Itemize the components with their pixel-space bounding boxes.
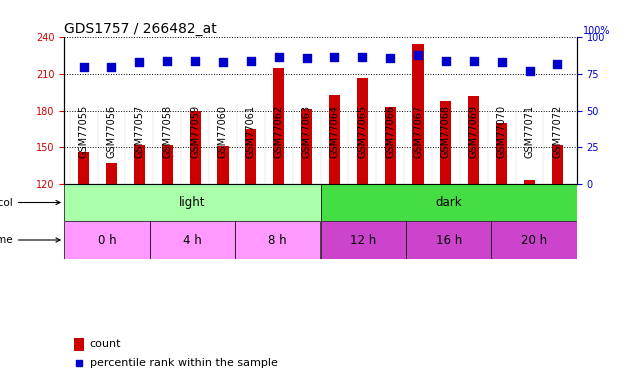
Bar — [162, 145, 173, 184]
Bar — [301, 110, 312, 184]
Point — [469, 58, 479, 64]
Bar — [385, 107, 395, 184]
Point — [78, 64, 88, 70]
Text: 0 h: 0 h — [97, 234, 116, 246]
Bar — [64, 184, 321, 221]
Bar — [357, 78, 368, 184]
Text: GSM77067: GSM77067 — [413, 105, 423, 158]
Text: 4 h: 4 h — [183, 234, 202, 246]
Point — [274, 54, 284, 60]
Point — [413, 52, 423, 58]
Bar — [524, 180, 535, 184]
Text: protocol: protocol — [0, 198, 60, 207]
Text: GSM77059: GSM77059 — [190, 105, 200, 158]
Point — [162, 58, 172, 64]
Bar — [492, 221, 577, 259]
Text: GSM77072: GSM77072 — [553, 105, 562, 158]
Bar — [134, 145, 145, 184]
Text: GSM77058: GSM77058 — [162, 105, 172, 158]
Bar — [320, 184, 577, 221]
Point — [385, 55, 395, 61]
Bar — [440, 101, 451, 184]
Text: GSM77057: GSM77057 — [135, 105, 144, 158]
Text: GSM77069: GSM77069 — [469, 105, 479, 158]
Text: 20 h: 20 h — [521, 234, 547, 246]
Point — [357, 54, 367, 60]
Point — [524, 68, 535, 74]
Text: GSM77071: GSM77071 — [524, 105, 535, 158]
Text: GSM77056: GSM77056 — [106, 105, 117, 158]
Point — [553, 61, 563, 67]
Bar — [78, 152, 89, 184]
Bar — [552, 145, 563, 184]
Bar — [190, 111, 201, 184]
Text: dark: dark — [435, 196, 462, 209]
Text: GSM77061: GSM77061 — [246, 105, 256, 158]
Point — [441, 58, 451, 64]
Bar — [273, 68, 284, 184]
Bar — [320, 221, 406, 259]
Text: GSM77063: GSM77063 — [301, 105, 312, 158]
Bar — [149, 221, 235, 259]
Text: percentile rank within the sample: percentile rank within the sample — [90, 358, 278, 368]
Text: GSM77062: GSM77062 — [274, 105, 284, 158]
Text: GDS1757 / 266482_at: GDS1757 / 266482_at — [64, 22, 217, 36]
Text: GSM77055: GSM77055 — [79, 105, 88, 158]
Text: GSM77068: GSM77068 — [441, 105, 451, 158]
Bar — [106, 163, 117, 184]
Bar — [64, 221, 149, 259]
Text: GSM77066: GSM77066 — [385, 105, 395, 158]
Text: light: light — [179, 196, 206, 209]
Bar — [406, 221, 492, 259]
Bar — [235, 221, 320, 259]
Point — [134, 59, 144, 65]
Bar — [74, 338, 83, 351]
Text: 100%: 100% — [583, 26, 611, 36]
Bar — [246, 129, 256, 184]
Bar — [496, 123, 507, 184]
Point — [190, 58, 200, 64]
Point — [301, 55, 312, 61]
Text: 16 h: 16 h — [436, 234, 462, 246]
Point — [497, 59, 507, 65]
Text: time: time — [0, 235, 60, 245]
Point — [106, 64, 117, 70]
Bar — [329, 95, 340, 184]
Bar — [468, 96, 479, 184]
Point — [329, 54, 340, 60]
Text: 12 h: 12 h — [350, 234, 376, 246]
Text: count: count — [90, 339, 121, 349]
Text: GSM77060: GSM77060 — [218, 105, 228, 158]
Point — [74, 360, 84, 366]
Point — [246, 58, 256, 64]
Text: GSM77065: GSM77065 — [357, 105, 367, 158]
Bar — [217, 146, 229, 184]
Text: 8 h: 8 h — [269, 234, 287, 246]
Point — [218, 59, 228, 65]
Bar — [412, 44, 424, 184]
Text: GSM77070: GSM77070 — [497, 105, 506, 158]
Text: GSM77064: GSM77064 — [329, 105, 340, 158]
